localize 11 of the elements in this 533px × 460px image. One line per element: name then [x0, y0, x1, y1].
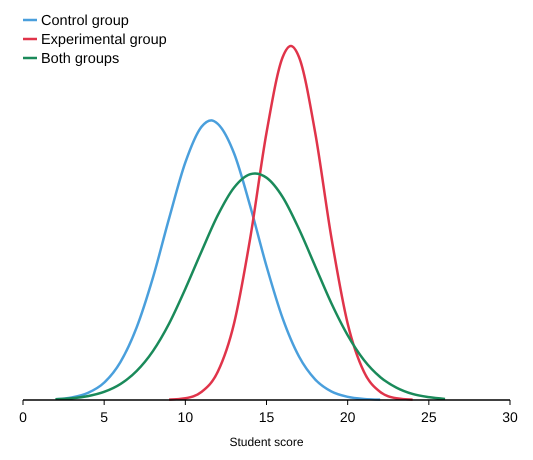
x-tick-label: 15 — [258, 409, 274, 425]
legend-label: Experimental group — [41, 32, 167, 48]
x-tick-label: 0 — [19, 409, 28, 425]
legend-label: Both groups — [41, 51, 120, 67]
legend-label: Control group — [41, 13, 129, 29]
x-tick-label: 10 — [178, 409, 194, 425]
x-tick-label: 25 — [421, 409, 437, 425]
x-tick-label: 30 — [502, 409, 518, 425]
x-tick-label: 20 — [340, 409, 356, 425]
x-tick-label: 5 — [100, 409, 108, 425]
x-axis-title: Student score — [229, 435, 304, 449]
